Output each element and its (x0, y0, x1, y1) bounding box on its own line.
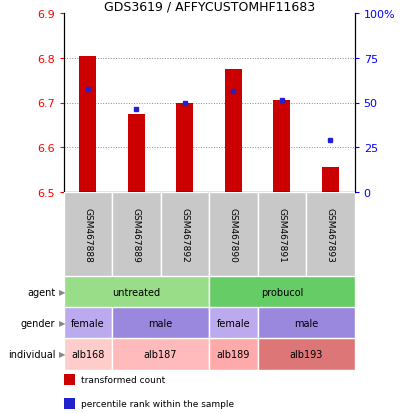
Text: female: female (216, 318, 249, 328)
Bar (209, 192, 257, 277)
Bar (63, 339, 112, 370)
Bar (224, 70, 241, 192)
Bar (128, 114, 144, 192)
Text: male: male (148, 318, 172, 328)
Bar (112, 339, 209, 370)
Text: ▶: ▶ (59, 288, 66, 297)
Text: percentile rank within the sample: percentile rank within the sample (81, 399, 234, 408)
Bar (273, 101, 290, 192)
Text: individual: individual (8, 349, 55, 359)
Bar (63, 398, 75, 409)
Bar (160, 192, 209, 277)
Bar (257, 339, 354, 370)
Bar (209, 308, 257, 339)
Bar (63, 374, 75, 385)
Bar (257, 192, 306, 277)
Bar (112, 192, 160, 277)
Title: GDS3619 / AFFYCUSTOMHF11683: GDS3619 / AFFYCUSTOMHF11683 (103, 0, 314, 13)
Text: alb187: alb187 (144, 349, 177, 359)
Text: GSM467890: GSM467890 (228, 207, 237, 262)
Bar (321, 168, 338, 192)
Text: alb189: alb189 (216, 349, 249, 359)
Text: GSM467892: GSM467892 (180, 207, 189, 262)
Bar (209, 339, 257, 370)
Text: GSM467891: GSM467891 (277, 207, 285, 262)
Text: ▶: ▶ (59, 319, 66, 328)
Bar (176, 103, 193, 192)
Bar (209, 277, 354, 308)
Bar (63, 277, 209, 308)
Text: female: female (71, 318, 104, 328)
Bar (112, 308, 209, 339)
Text: probucol: probucol (260, 287, 302, 297)
Text: GSM467889: GSM467889 (132, 207, 140, 262)
Text: GSM467888: GSM467888 (83, 207, 92, 262)
Text: GSM467893: GSM467893 (325, 207, 334, 262)
Bar (306, 192, 354, 277)
Text: agent: agent (27, 287, 55, 297)
Text: gender: gender (21, 318, 55, 328)
Text: alb193: alb193 (289, 349, 322, 359)
Text: alb168: alb168 (71, 349, 104, 359)
Bar (63, 308, 112, 339)
Bar (79, 57, 96, 192)
Bar (63, 192, 112, 277)
Text: male: male (293, 318, 317, 328)
Bar (257, 308, 354, 339)
Text: ▶: ▶ (59, 350, 66, 358)
Text: untreated: untreated (112, 287, 160, 297)
Text: transformed count: transformed count (81, 375, 165, 384)
